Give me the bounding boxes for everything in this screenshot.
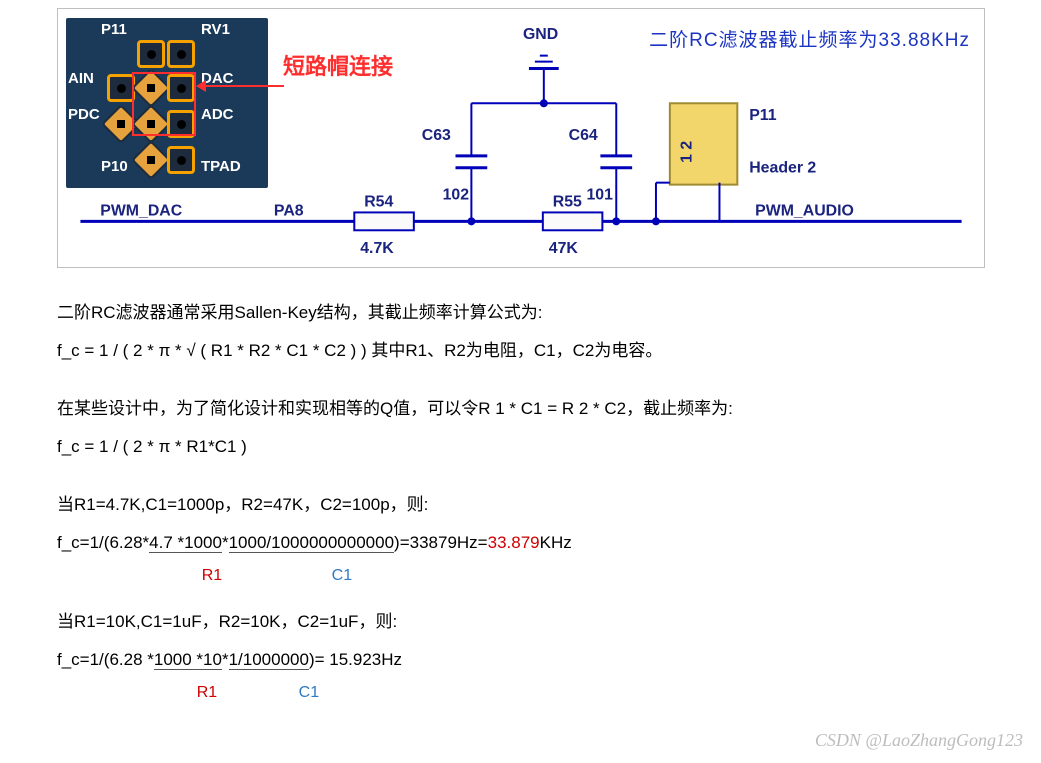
r54-ref: R54 <box>364 193 393 210</box>
r55-val: 47K <box>549 240 579 257</box>
explanation-text: 二阶RC滤波器通常采用Sallen-Key结构，其截止频率计算公式为: f_c … <box>57 296 987 714</box>
c63-val: 102 <box>443 187 470 204</box>
r54-val: 4.7K <box>360 240 394 257</box>
schematic: R54 4.7K R55 47K C63 102 C64 101 GND <box>58 9 984 267</box>
line-4: f_c = 1 / ( 2 * π * R1*C1 ) <box>57 430 987 464</box>
r1-expr: 4.7 *1000 <box>149 533 222 553</box>
line-5: 当R1=4.7K,C1=1000p，R2=47K，C2=100p，则: <box>57 488 987 522</box>
c1-expr2: 1/1000000 <box>229 650 309 670</box>
line-1: 二阶RC滤波器通常采用Sallen-Key结构，其截止频率计算公式为: <box>57 296 987 330</box>
c64-ref: C64 <box>569 127 598 144</box>
circuit-figure: P11 RV1 AIN DAC PDC ADC P10 TPAD 短路帽连接 二… <box>57 8 985 268</box>
r55-ref: R55 <box>553 193 582 210</box>
net-pwm-dac: PWM_DAC <box>100 202 182 219</box>
watermark: CSDN @LaoZhangGong123 <box>815 730 1023 751</box>
p11-ref: P11 <box>749 107 777 124</box>
line-8: f_c=1/(6.28 *1000 *10*1/1000000)= 15.923… <box>57 643 987 677</box>
line-8-annot: R1 C1 <box>57 675 987 710</box>
c64-val: 101 <box>586 187 613 204</box>
line-6: f_c=1/(6.28*4.7 *1000*1000/1000000000000… <box>57 526 987 560</box>
p11-val: Header 2 <box>749 160 816 177</box>
c1-expr: 1000/1000000000000 <box>229 533 394 553</box>
c63-ref: C63 <box>422 127 451 144</box>
line-7: 当R1=10K,C1=1uF，R2=10K，C2=1uF，则: <box>57 605 987 639</box>
line-6-annot: R1 C1 <box>57 558 987 593</box>
line-2: f_c = 1 / ( 2 * π * √ ( R1 * R2 * C1 * C… <box>57 334 987 368</box>
p11-pins: 1 2 <box>679 141 696 163</box>
line-3: 在某些设计中，为了简化设计和实现相等的Q值，可以令R 1 * C1 = R 2 … <box>57 392 987 426</box>
net-pa8: PA8 <box>274 202 304 219</box>
net-pwm-audio: PWM_AUDIO <box>755 202 854 219</box>
gnd-label: GND <box>523 26 558 43</box>
r1-expr2: 1000 *10 <box>154 650 222 670</box>
